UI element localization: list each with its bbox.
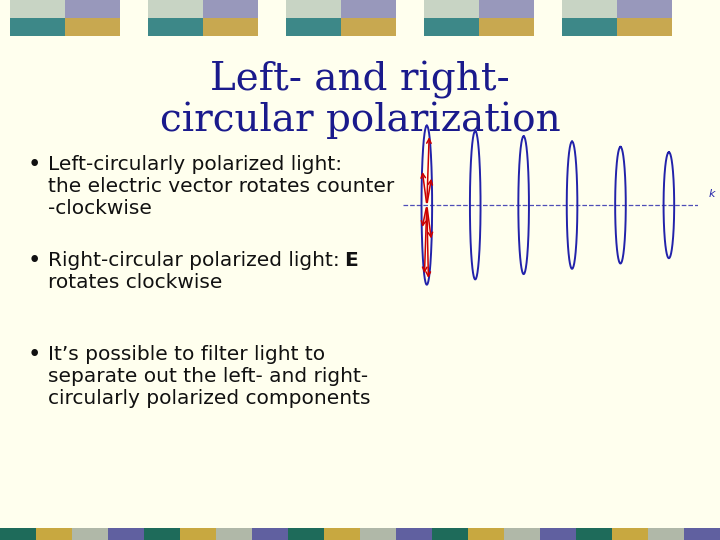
Bar [360,528,396,540]
Text: Right-circular polarized light:: Right-circular polarized light: [48,251,346,269]
Bar [424,18,479,36]
Text: rotates clockwise: rotates clockwise [48,273,222,292]
Text: •: • [28,248,41,272]
Bar [0,528,36,540]
Text: -clockwise: -clockwise [48,199,152,219]
Bar [216,528,252,540]
Bar [479,0,534,18]
Bar [576,528,612,540]
Bar [144,528,180,540]
Bar [10,18,65,36]
Bar [65,0,120,18]
Bar [10,0,65,18]
Text: circular polarization: circular polarization [160,102,560,139]
Bar [432,528,468,540]
Bar [36,528,72,540]
Text: separate out the left- and right-: separate out the left- and right- [48,368,368,387]
Text: Left- and right-: Left- and right- [210,61,510,99]
Bar [562,18,617,36]
Bar [65,18,120,36]
Text: k: k [708,188,715,199]
Bar [203,18,258,36]
Bar [108,528,144,540]
Bar [341,0,396,18]
Bar [479,18,534,36]
Text: •: • [28,343,41,367]
Bar [424,0,479,18]
Bar [288,528,324,540]
Text: •: • [28,153,41,177]
Bar [324,528,360,540]
Bar [341,18,396,36]
Text: Left-circularly polarized light:: Left-circularly polarized light: [48,156,342,174]
Text: circularly polarized components: circularly polarized components [48,389,371,408]
Bar [252,528,288,540]
Bar [468,528,504,540]
Text: E: E [344,251,358,269]
Bar [148,18,203,36]
Bar [286,18,341,36]
Bar [286,0,341,18]
Text: It’s possible to filter light to: It’s possible to filter light to [48,346,325,365]
Bar [684,528,720,540]
Bar [148,0,203,18]
Bar [396,528,432,540]
Bar [72,528,108,540]
Text: the electric vector rotates counter: the electric vector rotates counter [48,178,395,197]
Bar [617,18,672,36]
Bar [540,528,576,540]
Bar [648,528,684,540]
Bar [562,0,617,18]
Bar [203,0,258,18]
Bar [180,528,216,540]
Bar [504,528,540,540]
Bar [612,528,648,540]
Bar [617,0,672,18]
